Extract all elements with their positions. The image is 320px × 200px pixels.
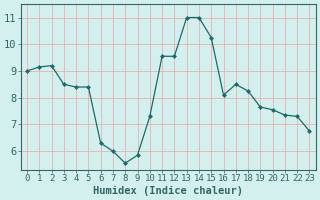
X-axis label: Humidex (Indice chaleur): Humidex (Indice chaleur) — [93, 186, 243, 196]
